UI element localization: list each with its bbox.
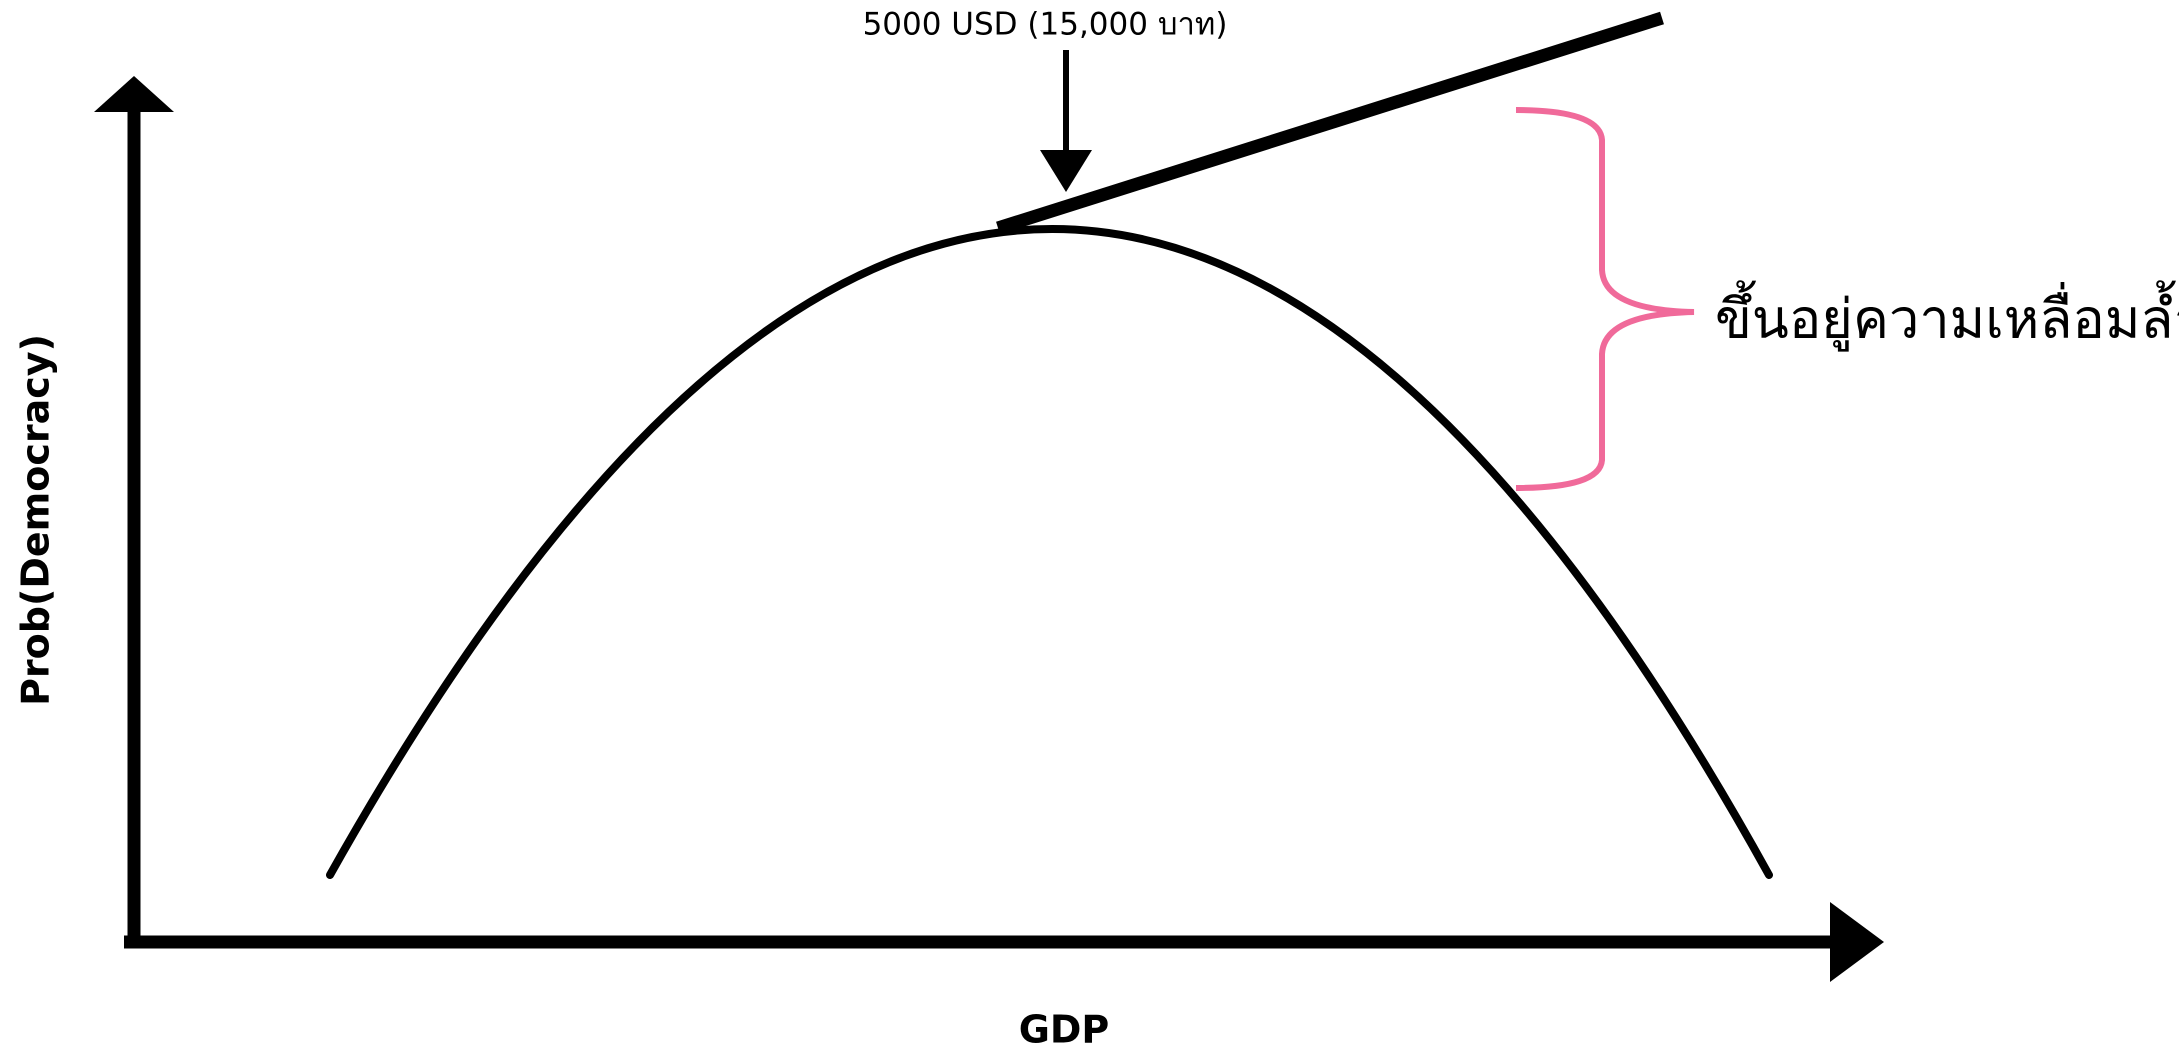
y-axis-arrow — [94, 76, 174, 112]
brace — [1515, 107, 1695, 491]
curve — [326, 225, 1773, 879]
x-axis-arrow — [1830, 902, 1884, 982]
annotation-arrowhead — [1040, 150, 1092, 192]
brace-label: ขึ้นอยู่ความเหลื่อมล้ำ — [1715, 281, 2179, 352]
y-axis-label: Prob(Democracy) — [14, 334, 58, 706]
tangent-line — [996, 11, 1664, 235]
annotation-label: 5000 USD (15,000 บาท) — [863, 7, 1228, 43]
x-axis-label: GDP — [1019, 1008, 1110, 1052]
